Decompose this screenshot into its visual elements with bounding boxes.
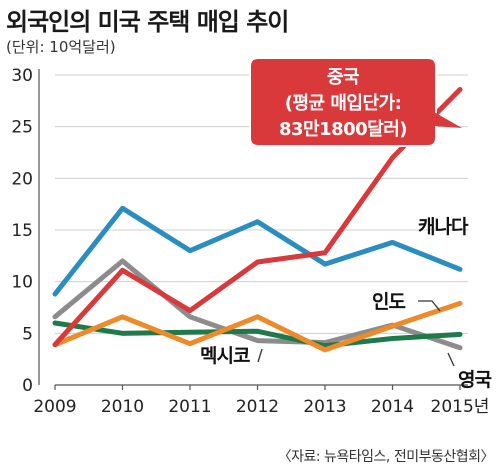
series-line-중국	[52, 86, 463, 348]
leader-line	[418, 300, 441, 312]
y-tick-label: 0	[22, 376, 33, 396]
y-tick-label: 25	[11, 118, 33, 138]
series-line-캐나다	[52, 205, 463, 297]
callout-line: 중국	[327, 67, 359, 88]
x-tick-label: 2010	[101, 397, 144, 417]
chart-title: 외국인의 미국 주택 매입 추이	[6, 8, 289, 36]
y-tick-label: 30	[11, 66, 33, 86]
series-label-영국: 영국	[458, 369, 491, 391]
x-tick-label: 2015년	[431, 397, 490, 417]
x-tick-label: 2009	[33, 397, 76, 417]
series-line-멕시코	[52, 320, 463, 349]
series-label-인도: 인도	[372, 291, 405, 313]
x-tick-label: 2011	[168, 397, 211, 417]
series-label-멕시코: 멕시코	[200, 345, 250, 367]
source-note: 〈자료: 뉴욕타임스, 전미부동산협회〉	[277, 449, 495, 465]
callout-line: (평균 매입단가:	[285, 92, 402, 114]
x-tick-label: 2014	[371, 397, 414, 417]
unit-label: (단위: 10억달러)	[6, 38, 116, 56]
callout-line: 83만1800달러)	[279, 119, 407, 140]
y-tick-label: 10	[11, 273, 33, 293]
x-tick-label: 2013	[303, 397, 346, 417]
x-tick-label: 2012	[236, 397, 279, 417]
y-tick-label: 20	[11, 169, 33, 189]
callout-box	[249, 57, 437, 147]
series-line-인도	[52, 300, 463, 353]
leader-line	[447, 352, 455, 367]
y-tick-label: 5	[22, 324, 33, 344]
callout-pointer	[434, 112, 462, 128]
leader-line	[257, 348, 263, 363]
series-label-캐나다: 캐나다	[418, 216, 469, 238]
y-tick-label: 15	[11, 221, 33, 241]
